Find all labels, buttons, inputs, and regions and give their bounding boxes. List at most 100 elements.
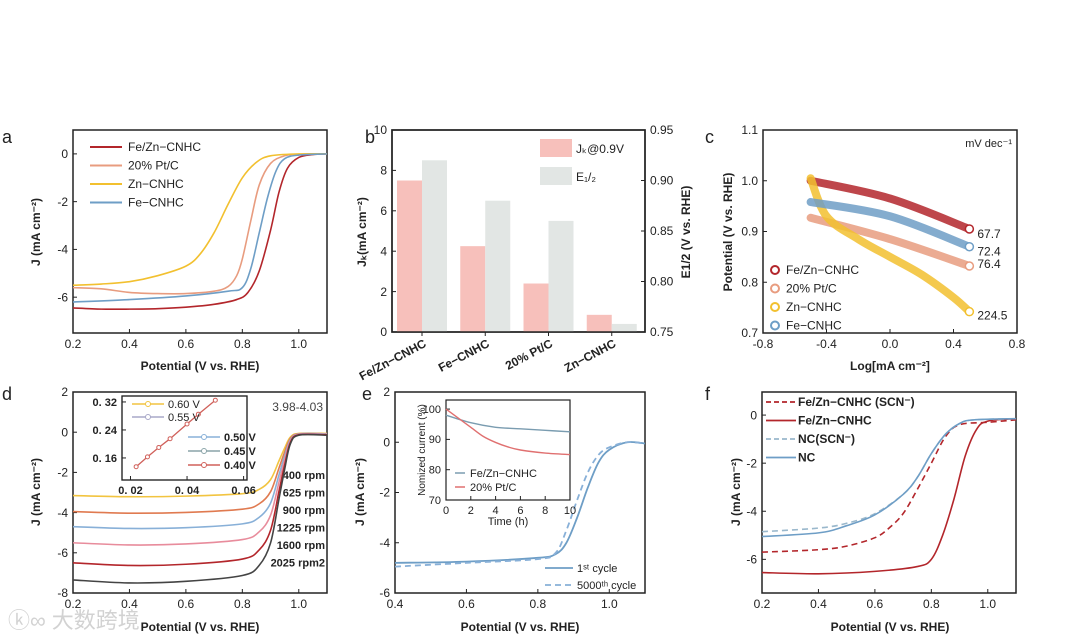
d-inset-legend-marker xyxy=(201,434,207,440)
f-legend-label: NC(SCN⁻) xyxy=(798,432,855,446)
c-x-tick-label: 0.8 xyxy=(1009,337,1026,351)
f-y-tick-label: -2 xyxy=(746,456,757,470)
e-series-line xyxy=(394,441,646,568)
f-series-line xyxy=(761,419,1017,553)
d-x-tick-label: 0.2 xyxy=(65,597,82,611)
d-inset-x-tick-label: 0. 04 xyxy=(175,485,200,497)
d-inset-y-tick-label: 0. 24 xyxy=(93,425,118,437)
d-y-tick-label: 2 xyxy=(61,385,68,399)
d-rpm-label: 1600 rpm xyxy=(277,540,326,552)
c-end-marker xyxy=(964,241,975,252)
d-inset-legend-label: 0.40 V xyxy=(224,460,256,472)
d-y-tick-label: -6 xyxy=(57,546,68,560)
b-right-tick-label: 0.80 xyxy=(650,275,674,289)
watermark-logo: ⓚ∞ 大数跨境 xyxy=(8,608,140,633)
e-inset-x-axis-title: Time (h) xyxy=(488,516,529,528)
f-y-tick-label: -6 xyxy=(746,553,757,567)
c-y-axis-title: Potential (V vs. RHE) xyxy=(721,173,735,292)
a-y-tick-label: -4 xyxy=(57,243,68,257)
c-y-tick-label: 0.8 xyxy=(741,275,758,289)
e-inset-y-axis-title: Nomized current (%) xyxy=(417,404,428,496)
c-slope-label: 72.4 xyxy=(977,245,1001,259)
f-legend-label: Fe/Zn−CNHC xyxy=(798,414,872,428)
b-legend-swatch xyxy=(540,139,572,157)
d-inset-frame xyxy=(121,395,248,481)
e-inset-x-tick-label: 10 xyxy=(564,505,576,517)
a-legend-label: 20% Pt/C xyxy=(128,159,179,173)
c-slope-label: 67.7 xyxy=(977,227,1001,241)
d-inset-x-tick-label: 0. 06 xyxy=(231,485,255,497)
d-inset-legend-marker xyxy=(201,448,207,454)
d-rpm-label: 1225 rpm xyxy=(277,523,326,535)
e-x-axis-title: Potential (V vs. RHE) xyxy=(461,620,580,634)
e-inset-legend-label: 20% Pt/C xyxy=(470,482,517,494)
panel-label-d: d xyxy=(2,384,12,404)
b-bar-jk xyxy=(397,180,422,332)
c-slope-label: 224.5 xyxy=(977,309,1007,323)
b-legend-label: Jₖ@0.9V xyxy=(576,142,624,156)
c-end-marker xyxy=(964,224,975,234)
d-y-axis-title: J (mA cm⁻²) xyxy=(29,458,43,526)
d-inset-legend-marker xyxy=(145,401,151,407)
b-bar-e12 xyxy=(422,160,447,332)
b-bar-e12 xyxy=(548,220,574,332)
f-y-tick-label: -4 xyxy=(746,504,757,518)
a-y-tick-label: 0 xyxy=(61,147,68,161)
c-end-marker xyxy=(964,306,975,317)
b-right-tick-label: 0.75 xyxy=(650,325,674,339)
a-x-tick-label: 1.0 xyxy=(290,337,307,351)
a-x-tick-label: 0.6 xyxy=(178,337,195,351)
f-x-tick-label: 0.6 xyxy=(867,597,884,611)
c-slope-label: 76.4 xyxy=(977,257,1001,271)
f-x-tick-label: 1.0 xyxy=(979,597,996,611)
c-legend-marker xyxy=(770,302,780,312)
e-x-tick-label: 1.0 xyxy=(601,597,618,611)
c-tafel-line xyxy=(806,174,974,316)
b-right-tick-label: 0.90 xyxy=(650,174,674,188)
b-right-tick-label: 0.85 xyxy=(650,224,674,238)
d-rpm-label: 2025 rpm2 xyxy=(271,558,325,570)
d-inset-legend-label: 0.45 V xyxy=(224,446,256,458)
f-x-tick-label: 0.4 xyxy=(810,597,827,611)
a-x-axis-title: Potential (V vs. RHE) xyxy=(141,359,260,373)
e-y-tick-label: 2 xyxy=(383,385,390,399)
e-inset-bg xyxy=(446,400,570,500)
panel-label-a: a xyxy=(2,127,13,147)
b-bar-e12 xyxy=(611,323,637,332)
a-series-line xyxy=(72,153,328,303)
d-x-tick-label: 0.6 xyxy=(178,597,195,611)
d-y-tick-label: -4 xyxy=(57,506,68,520)
f-legend-label: Fe/Zn−CNHC (SCN⁻) xyxy=(798,395,915,409)
d-inset-legend-marker xyxy=(145,414,151,420)
f-legend-label: NC xyxy=(798,451,816,465)
e-inset-x-tick-label: 2 xyxy=(468,505,474,517)
b-legend-swatch xyxy=(540,167,572,185)
panel-label-e: e xyxy=(362,384,372,404)
e-legend-label: 1ˢᵗ cycle xyxy=(577,563,617,575)
d-inset-plot-frame xyxy=(121,395,248,481)
d-inset-marker xyxy=(184,421,190,427)
e-x-tick-label: 0.4 xyxy=(387,597,404,611)
d-inset-marker xyxy=(167,436,173,442)
c-legend-marker xyxy=(770,265,780,275)
f-plot-frame xyxy=(761,391,1017,594)
d-inset-marker xyxy=(144,454,150,460)
e-inset-legend-label: Fe/Zn−CNHC xyxy=(470,468,537,480)
c-x-tick-label: -0.4 xyxy=(816,337,837,351)
e-x-tick-label: 0.6 xyxy=(458,597,475,611)
b-right-tick-label: 0.95 xyxy=(650,123,674,137)
e-inset-series-line xyxy=(445,414,571,433)
c-legend-label: 20% Pt/C xyxy=(786,282,837,296)
c-x-tick-label: 0.4 xyxy=(945,337,962,351)
d-series-line xyxy=(72,433,328,584)
a-series-line xyxy=(72,152,328,287)
e-inset-y-tick-label: 80 xyxy=(429,465,441,477)
e-inset-y-tick-label: 100 xyxy=(423,404,441,416)
d-inset-marker xyxy=(212,397,218,403)
a-y-tick-label: -6 xyxy=(57,290,68,304)
a-y-tick-label: -2 xyxy=(57,195,68,209)
c-y-tick-label: 1.0 xyxy=(741,174,758,188)
d-rpm-label: 900 rpm xyxy=(283,505,325,517)
c-x-tick-label: 0.0 xyxy=(882,337,899,351)
